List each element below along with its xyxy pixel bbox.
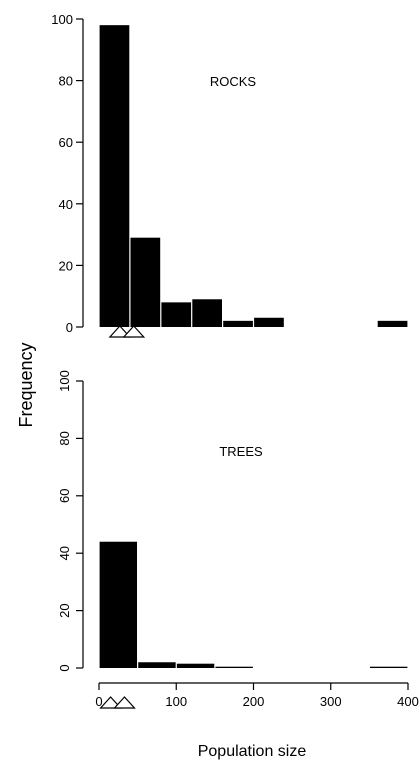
x-tick-label: 0 xyxy=(95,694,102,709)
trees-bar xyxy=(176,663,215,668)
y-tick-label: 80 xyxy=(59,74,73,89)
x-tick-label: 400 xyxy=(397,694,419,709)
x-tick-label: 300 xyxy=(320,694,342,709)
rocks-bar xyxy=(192,299,222,327)
rocks-bar xyxy=(377,320,408,327)
mean-marker-triangle xyxy=(108,325,132,338)
mean-marker-triangle xyxy=(122,325,146,338)
trees-bar xyxy=(369,666,408,668)
mean-marker-triangle xyxy=(99,696,122,709)
y-tick-label: 0 xyxy=(57,664,72,671)
rocks-bar xyxy=(254,317,284,327)
trees-bar xyxy=(138,662,176,668)
trees-panel: TREES 0 20 40 60 80 100 0 100 200 300 400 xyxy=(57,370,419,709)
x-axis-label: Population size xyxy=(198,743,307,760)
mean-marker-triangle xyxy=(113,696,136,709)
y-tick-label: 60 xyxy=(57,489,72,503)
y-tick-label: 100 xyxy=(51,12,73,27)
rocks-bar xyxy=(130,237,161,327)
y-tick-label: 0 xyxy=(66,320,73,335)
rocks-label: ROCKS xyxy=(210,74,257,89)
rocks-bar xyxy=(99,25,130,327)
rocks-bar xyxy=(161,302,192,327)
y-tick-label: 80 xyxy=(57,431,72,445)
trees-bar xyxy=(215,666,253,668)
y-tick-label: 20 xyxy=(59,258,73,273)
x-tick-label: 200 xyxy=(243,694,265,709)
trees-label: TREES xyxy=(219,444,263,459)
rocks-bar xyxy=(223,320,253,327)
y-tick-label: 20 xyxy=(57,603,72,617)
y-tick-label: 100 xyxy=(57,370,72,392)
y-tick-label: 40 xyxy=(57,546,72,560)
y-axis-label: Frequency xyxy=(16,342,36,427)
y-tick-label: 60 xyxy=(59,135,73,150)
y-tick-label: 40 xyxy=(59,197,73,212)
x-tick-label: 100 xyxy=(165,694,187,709)
trees-bar xyxy=(99,541,138,668)
rocks-panel: ROCKS 0 20 40 60 80 100 xyxy=(51,12,408,338)
